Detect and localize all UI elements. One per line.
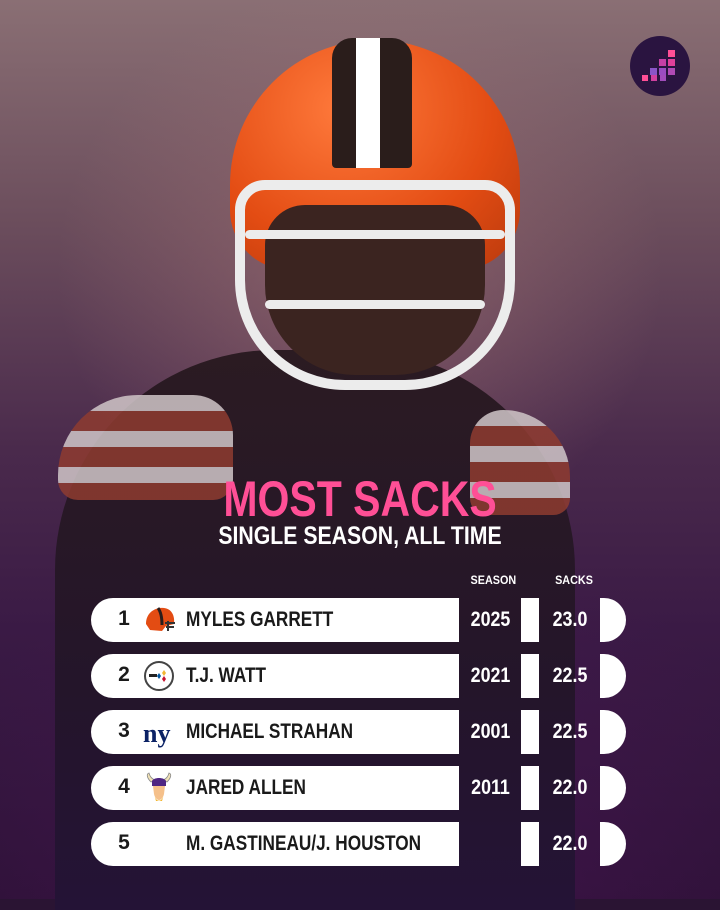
player-name: M. GASTINEAU/J. HOUSTON bbox=[186, 832, 422, 855]
season-value bbox=[467, 822, 514, 866]
brand-logo-icon bbox=[630, 36, 690, 96]
browns-helmet-icon bbox=[146, 607, 175, 631]
season-value: 2001 bbox=[470, 720, 511, 743]
rank-number: 4 bbox=[118, 775, 130, 798]
page-title: MOST SACKS bbox=[223, 471, 497, 527]
steelers-logo-icon bbox=[144, 661, 174, 691]
player-name: JARED ALLEN bbox=[186, 776, 306, 799]
row-cap bbox=[600, 654, 626, 698]
season-value: 2025 bbox=[470, 608, 511, 631]
row-cap bbox=[600, 710, 626, 754]
row-divider bbox=[521, 710, 539, 754]
face-mask bbox=[235, 180, 515, 390]
row-divider bbox=[521, 654, 539, 698]
sacks-value: 22.5 bbox=[552, 720, 588, 743]
row-pill bbox=[91, 710, 459, 754]
player-name: MICHAEL STRAHAN bbox=[186, 720, 354, 743]
face-mask-bar bbox=[265, 300, 485, 309]
face-mask-bar bbox=[245, 230, 505, 239]
sacks-value: 22.5 bbox=[552, 664, 588, 687]
sacks-value: 23.0 bbox=[552, 608, 588, 631]
rank-number: 2 bbox=[118, 663, 130, 686]
table-row: 4 JARED ALLEN 2011 22.0 bbox=[0, 766, 720, 810]
row-cap bbox=[600, 822, 626, 866]
season-value: 2011 bbox=[471, 776, 510, 799]
sleeve-stripes-left bbox=[58, 395, 233, 500]
svg-text:ny: ny bbox=[143, 719, 170, 748]
sacks-value: 22.0 bbox=[552, 832, 588, 855]
table-row: 5 M. GASTINEAU/J. HOUSTON 22.0 bbox=[0, 822, 720, 866]
helmet-stripe bbox=[332, 38, 412, 168]
row-pill bbox=[91, 766, 459, 810]
season-value: 2021 bbox=[470, 664, 511, 687]
table-row: 1 MYLES GARRETT 2025 23.0 bbox=[0, 598, 720, 642]
column-header-sacks: SACKS bbox=[555, 573, 593, 587]
table-row: 3 ny MICHAEL STRAHAN 2001 22.5 bbox=[0, 710, 720, 754]
row-pill bbox=[91, 822, 459, 866]
row-divider bbox=[521, 766, 539, 810]
vikings-logo-icon bbox=[146, 772, 172, 801]
row-cap bbox=[600, 598, 626, 642]
table-row: 2 T.J. WATT 2021 22.5 bbox=[0, 654, 720, 698]
row-divider bbox=[521, 598, 539, 642]
giants-logo-icon: ny bbox=[143, 719, 170, 748]
rank-number: 5 bbox=[118, 831, 130, 854]
row-cap bbox=[600, 766, 626, 810]
row-divider bbox=[521, 822, 539, 866]
page-subtitle: SINGLE SEASON, ALL TIME bbox=[218, 522, 502, 550]
player-name: MYLES GARRETT bbox=[186, 608, 334, 631]
player-name: T.J. WATT bbox=[186, 664, 267, 687]
column-header-season: SEASON bbox=[470, 573, 517, 587]
rank-number: 1 bbox=[118, 607, 130, 630]
sacks-value: 22.0 bbox=[552, 776, 588, 799]
rank-number: 3 bbox=[118, 719, 130, 742]
